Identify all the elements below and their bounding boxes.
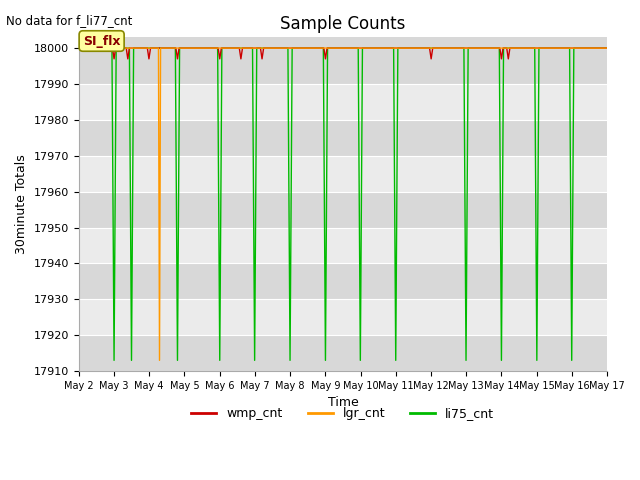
Bar [79, 300, 607, 335]
Bar [79, 228, 607, 264]
Text: No data for f_li77_cnt: No data for f_li77_cnt [6, 14, 132, 27]
X-axis label: Time: Time [328, 396, 358, 409]
Title: Sample Counts: Sample Counts [280, 15, 406, 33]
Y-axis label: 30minute Totals: 30minute Totals [15, 155, 28, 254]
Legend: wmp_cnt, lgr_cnt, li75_cnt: wmp_cnt, lgr_cnt, li75_cnt [186, 402, 499, 425]
Bar [79, 84, 607, 120]
Text: SI_flx: SI_flx [83, 35, 120, 48]
Bar [79, 156, 607, 192]
